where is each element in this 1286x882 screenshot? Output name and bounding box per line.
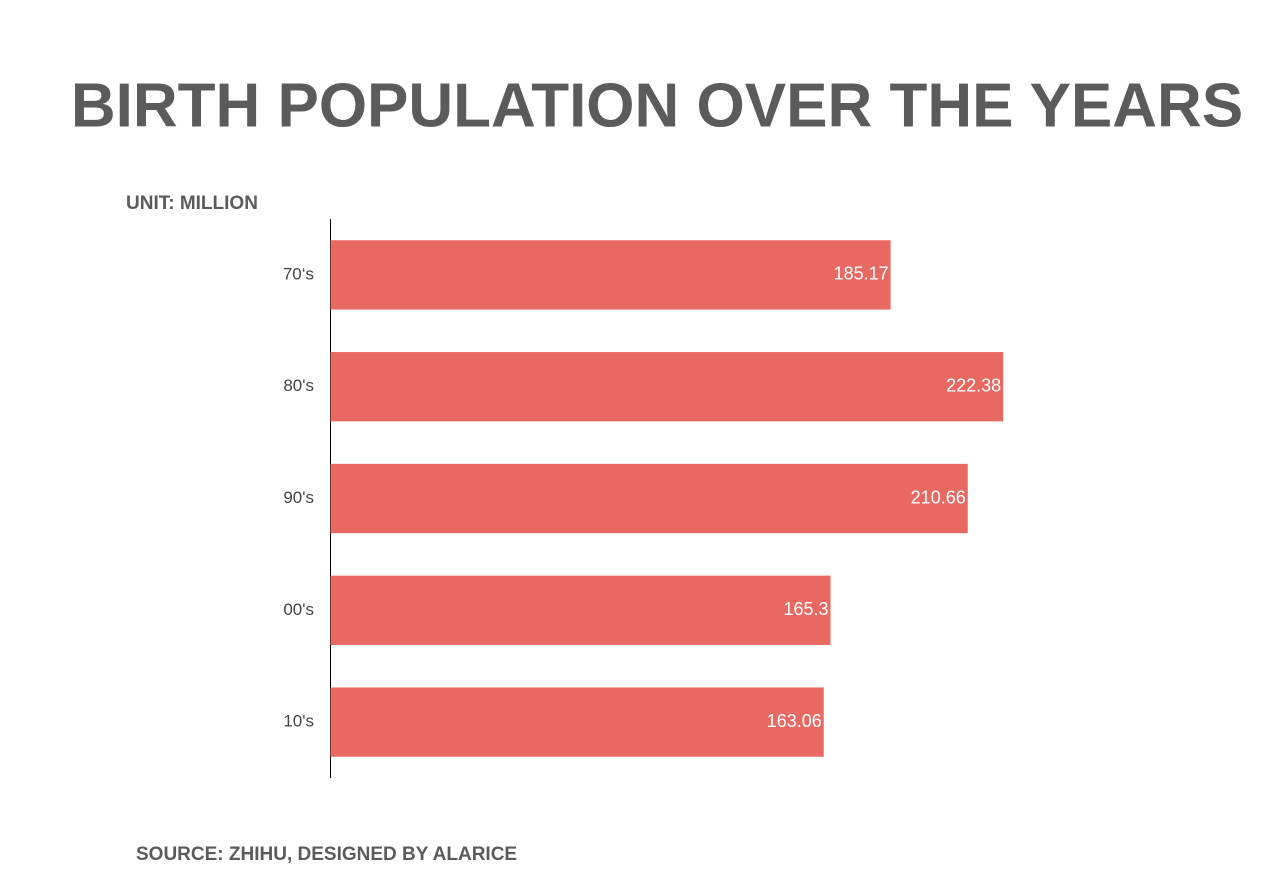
- y-tick-label: 70‘s: [283, 264, 314, 283]
- bar: [330, 240, 891, 310]
- y-tick-label: 00's: [283, 600, 314, 619]
- chart-title: BIRTH POPULATION OVER THE YEARS: [71, 71, 1243, 140]
- unit-label: UNIT: MILLION: [126, 193, 258, 214]
- source-note: SOURCE: ZHIHU, DESIGNED BY ALARICE: [136, 844, 517, 865]
- bar: [330, 687, 824, 757]
- bar: [330, 352, 1004, 422]
- value-label: 163.06: [767, 711, 822, 731]
- value-label: 165.3: [783, 599, 828, 619]
- y-tick-label: 10's: [283, 712, 314, 731]
- value-label: 185.17: [834, 264, 889, 284]
- y-tick-label: 80's: [283, 376, 314, 395]
- y-tick-label: 90's: [283, 488, 314, 507]
- bar: [330, 463, 968, 534]
- value-label: 210.66: [911, 487, 966, 507]
- value-label: 222.38: [946, 375, 1001, 395]
- bar: [330, 575, 831, 645]
